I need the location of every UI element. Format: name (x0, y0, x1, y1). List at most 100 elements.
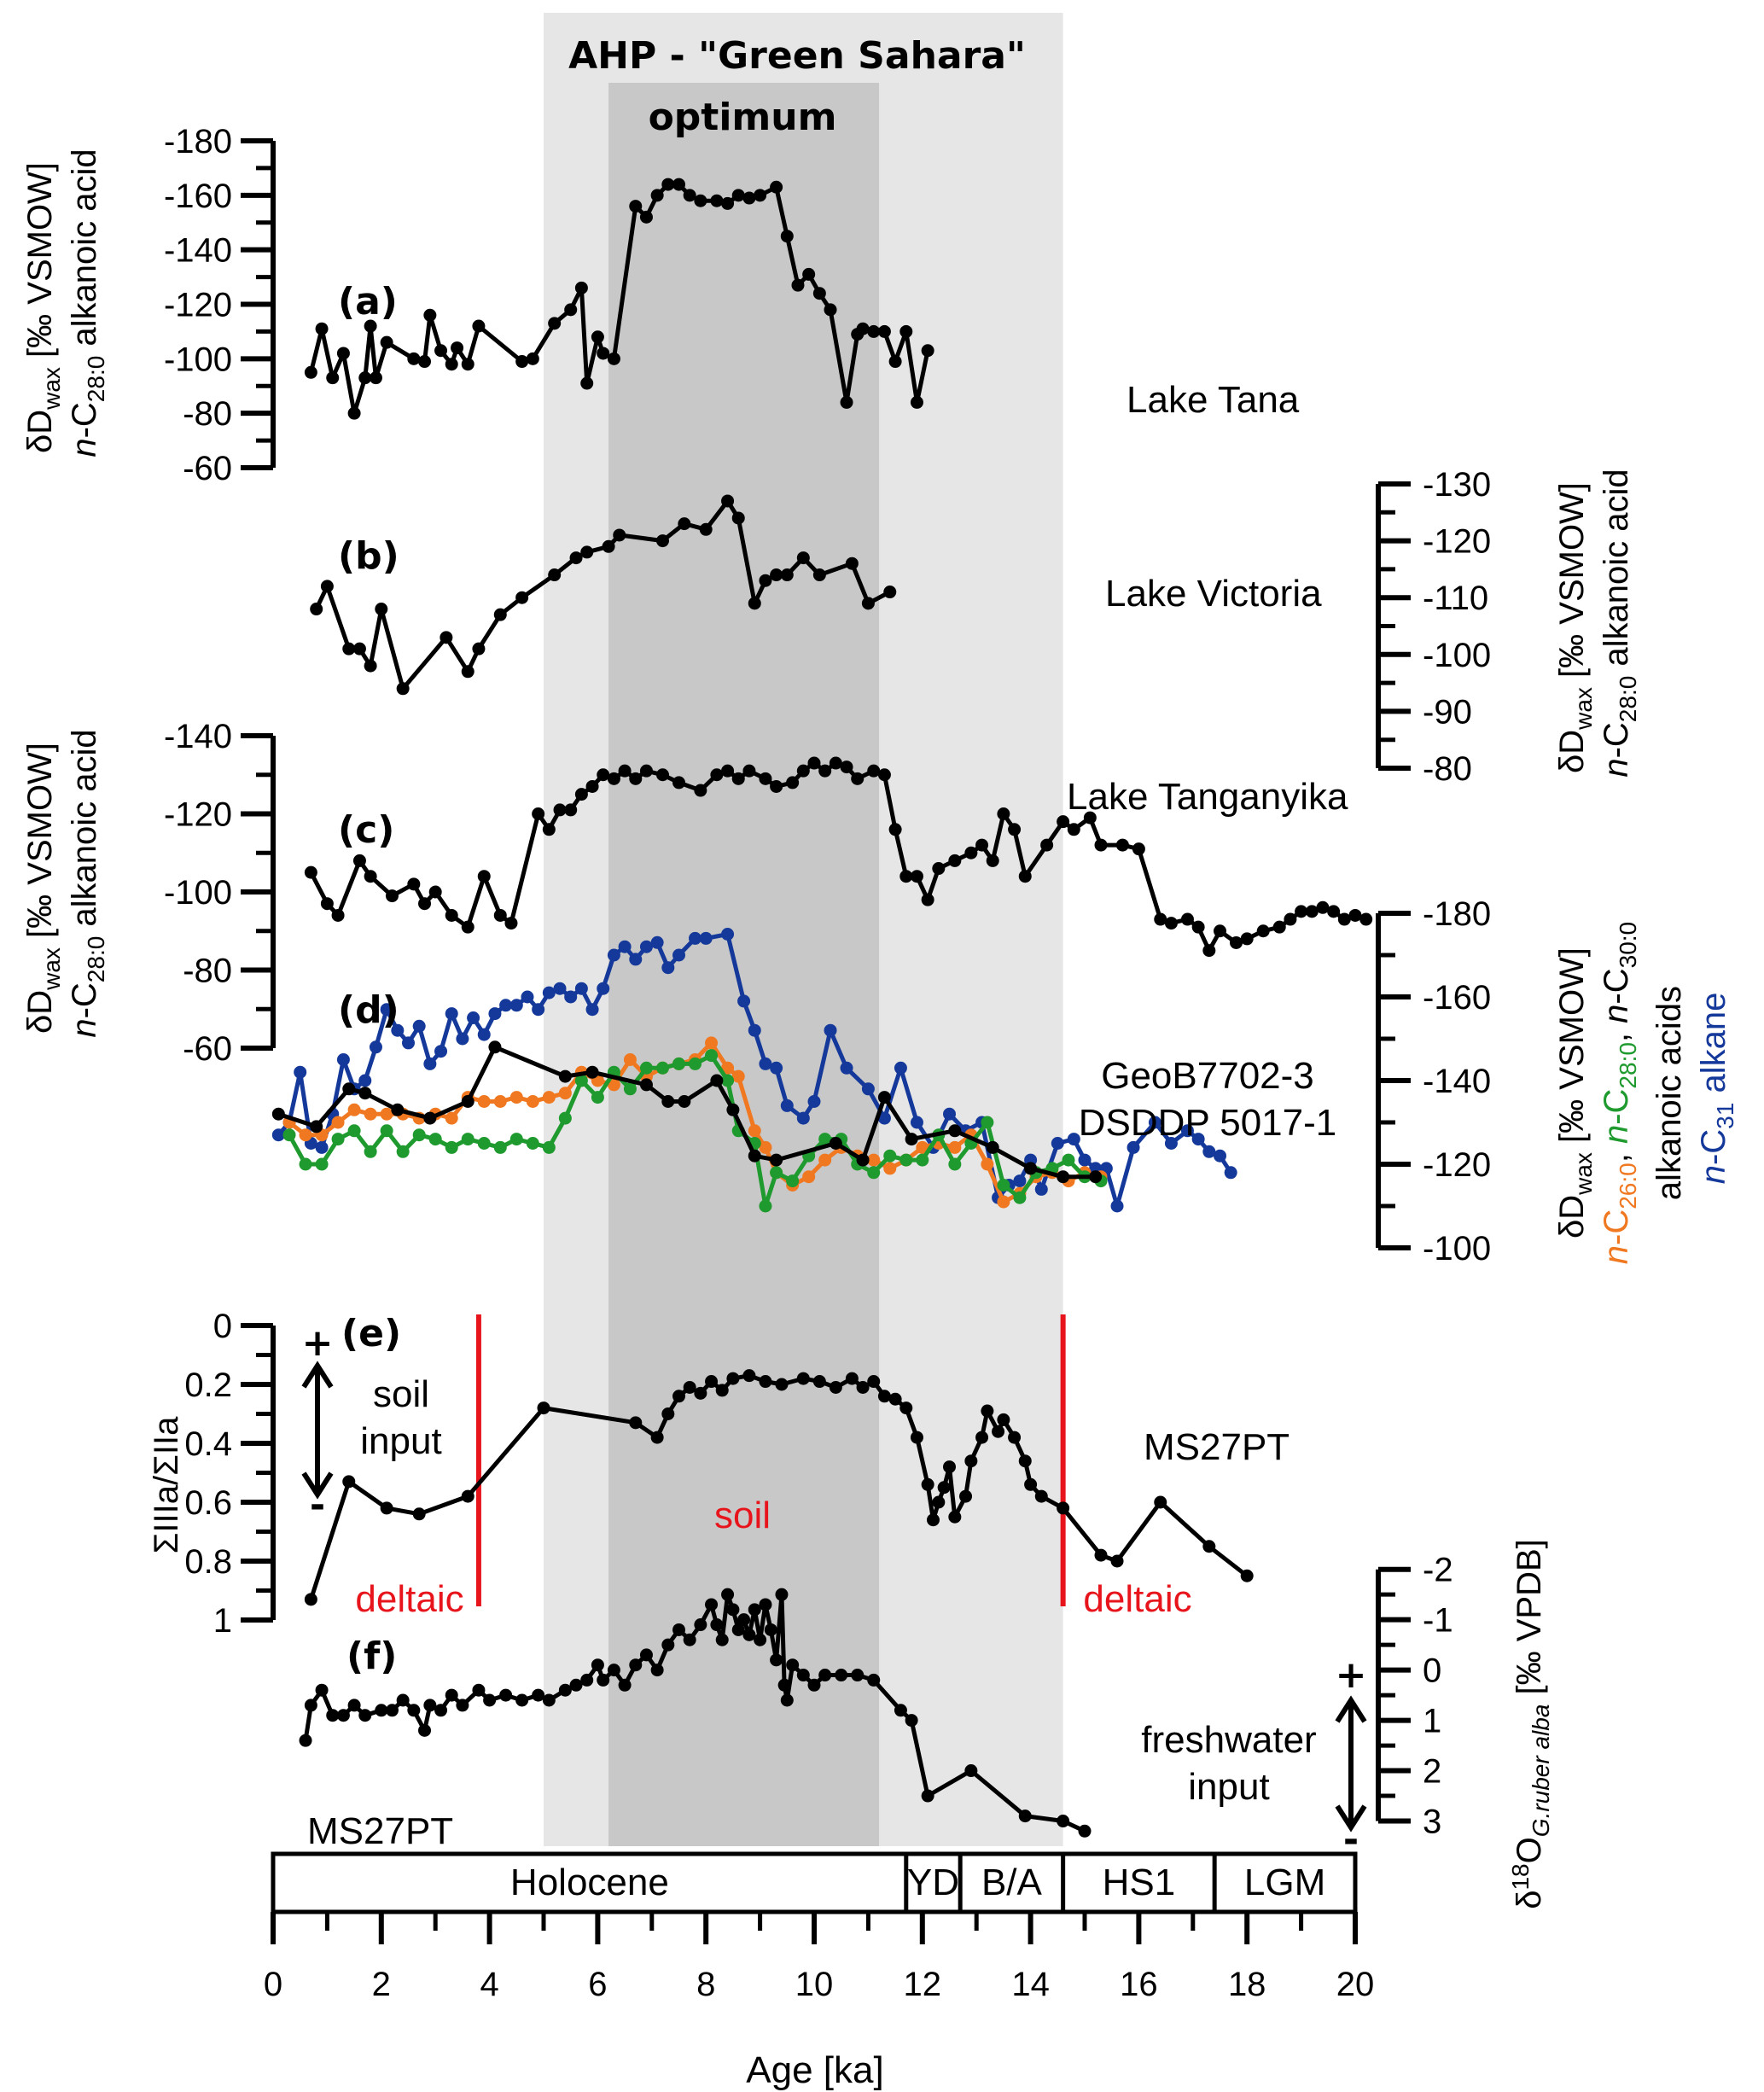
x-tick-label: 4 (480, 1966, 498, 2003)
y-tick-label-e: 0.6 (184, 1484, 232, 1522)
data-point-c-0 (493, 908, 507, 922)
data-point-d-2 (705, 1049, 719, 1063)
data-point-c-0 (1256, 924, 1270, 938)
data-point-d-2 (689, 1057, 702, 1070)
data-point-e-0 (1018, 1454, 1032, 1468)
data-point-b-0 (440, 631, 453, 644)
data-point-d-2 (948, 1157, 962, 1171)
data-point-f-0 (705, 1598, 719, 1611)
data-point-a-0 (451, 341, 464, 355)
x-tick-label: 18 (1228, 1966, 1266, 2003)
data-point-c-0 (418, 897, 432, 911)
data-point-c-0 (1202, 944, 1216, 958)
data-point-a-0 (867, 324, 881, 338)
data-point-d-0 (1127, 1140, 1140, 1154)
data-point-a-0 (921, 344, 934, 358)
data-point-a-0 (326, 371, 340, 385)
data-point-d-2 (380, 1124, 393, 1138)
soil-input-arrow (301, 1361, 334, 1500)
y-tick-label-a: -100 (164, 341, 232, 378)
chronozone-label: Holocene (510, 1862, 669, 1903)
data-point-d-0 (607, 948, 620, 962)
data-point-a-0 (629, 200, 643, 213)
data-point-d-1 (997, 1195, 1010, 1209)
data-point-f-0 (299, 1734, 312, 1747)
data-point-c-0 (921, 893, 934, 906)
data-point-c-0 (504, 917, 518, 930)
data-point-c-0 (910, 870, 923, 883)
y-tick-label-e: 1 (213, 1602, 232, 1640)
data-point-e-0 (380, 1501, 393, 1515)
data-point-e-0 (867, 1375, 881, 1389)
data-point-b-0 (569, 551, 583, 565)
data-point-c-0 (445, 908, 458, 922)
y-tick-label-b: -80 (1423, 750, 1472, 788)
data-point-d-1 (916, 1140, 929, 1154)
data-point-d-3 (726, 1103, 740, 1116)
ylabel-a: δDwax [‰ VSMOW] n-C28:0 alkanoic acid (21, 149, 109, 457)
data-point-d-0 (315, 1140, 329, 1154)
data-point-c-0 (629, 772, 643, 785)
data-point-b-0 (759, 574, 772, 587)
data-point-d-0 (721, 928, 735, 941)
data-point-f-0 (434, 1704, 448, 1717)
data-point-f-0 (764, 1623, 777, 1636)
data-point-d-0 (943, 1107, 956, 1121)
data-point-c-0 (710, 768, 724, 782)
data-point-f-0 (894, 1704, 907, 1717)
data-point-c-0 (932, 862, 946, 876)
data-point-c-0 (597, 768, 610, 782)
data-point-f-0 (721, 1588, 735, 1601)
data-point-d-0 (391, 1023, 405, 1037)
data-point-a-0 (710, 194, 724, 207)
data-point-d-0 (1078, 1153, 1092, 1167)
data-point-b-0 (731, 511, 745, 525)
data-point-d-1 (705, 1036, 719, 1050)
data-point-e-0 (537, 1401, 550, 1415)
data-point-d-3 (342, 1082, 356, 1096)
data-point-d-3 (310, 1120, 323, 1133)
data-point-c-0 (607, 772, 620, 785)
data-point-c-0 (877, 768, 891, 782)
data-point-b-0 (515, 591, 529, 604)
soil-input-text-2: input (360, 1420, 441, 1462)
data-point-f-0 (964, 1764, 978, 1778)
data-point-f-0 (796, 1669, 810, 1682)
data-point-d-0 (445, 1007, 458, 1021)
data-point-c-0 (542, 823, 556, 836)
data-point-a-0 (780, 230, 794, 243)
data-point-b-0 (602, 539, 615, 553)
data-point-a-0 (304, 365, 317, 379)
data-point-a-0 (824, 303, 837, 317)
deltaic-right-label: deltaic (1083, 1578, 1191, 1620)
y-tick-label-e: 0.8 (184, 1543, 232, 1581)
data-point-d-1 (542, 1091, 556, 1104)
data-point-d-0 (1224, 1166, 1237, 1180)
data-point-d-3 (585, 1065, 599, 1079)
data-point-d-0 (780, 1098, 794, 1112)
data-point-d-0 (618, 940, 632, 953)
data-point-e-0 (796, 1372, 810, 1385)
data-point-d-1 (493, 1095, 507, 1108)
data-point-c-0 (553, 803, 567, 817)
data-point-d-2 (883, 1149, 897, 1163)
y-tick-label-b: -130 (1423, 466, 1491, 504)
data-point-a-0 (526, 352, 539, 365)
data-point-d-2 (639, 1061, 653, 1075)
y-tick-label-f: 0 (1423, 1652, 1441, 1690)
y-tick-label-b: -90 (1423, 693, 1472, 731)
x-tick-label: 10 (795, 1966, 834, 2003)
data-point-c-0 (770, 779, 783, 793)
data-point-e-0 (856, 1380, 870, 1394)
site-label-f: MS27PT (307, 1810, 453, 1852)
data-point-e-0 (964, 1454, 978, 1468)
data-point-d-2 (493, 1140, 507, 1154)
data-point-f-0 (775, 1588, 789, 1601)
data-point-c-0 (1240, 932, 1254, 946)
data-point-e-0 (975, 1431, 989, 1444)
data-point-c-0 (672, 776, 685, 790)
data-point-f-0 (472, 1683, 486, 1697)
data-point-e-0 (759, 1375, 772, 1389)
y-tick-label-a: -160 (164, 178, 232, 215)
x-tick-label: 6 (588, 1966, 607, 2003)
